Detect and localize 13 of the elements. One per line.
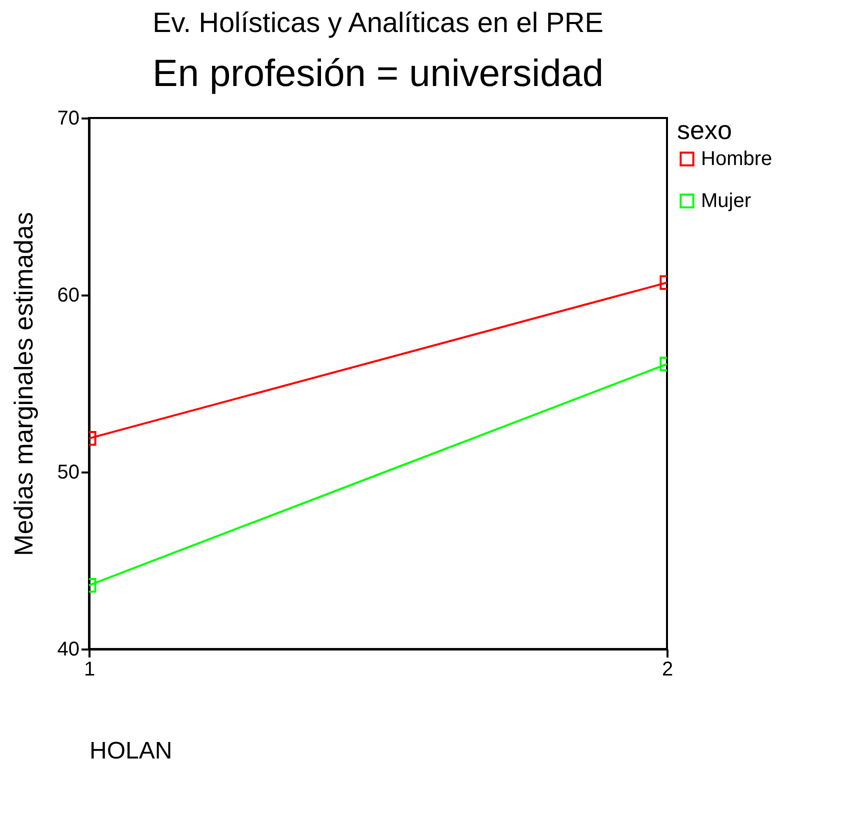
y-axis-title: Medias marginales estimadas — [8, 212, 38, 556]
y-tick-label: 60 — [57, 284, 80, 306]
x-tick-label: 2 — [662, 658, 674, 680]
y-tick-label: 40 — [57, 638, 80, 660]
chart-title: Ev. Holísticas y Analíticas en el PRE — [152, 7, 604, 38]
x-axis-title: HOLAN — [90, 738, 172, 764]
y-tick-label: 70 — [57, 108, 80, 130]
legend-label: Hombre — [701, 148, 772, 170]
chart-subtitle: En profesión = universidad — [152, 53, 604, 95]
y-tick-label: 50 — [57, 462, 80, 484]
legend-label: Mujer — [701, 190, 752, 212]
x-tick-label: 1 — [84, 658, 96, 680]
legend-title: sexo — [677, 115, 732, 145]
